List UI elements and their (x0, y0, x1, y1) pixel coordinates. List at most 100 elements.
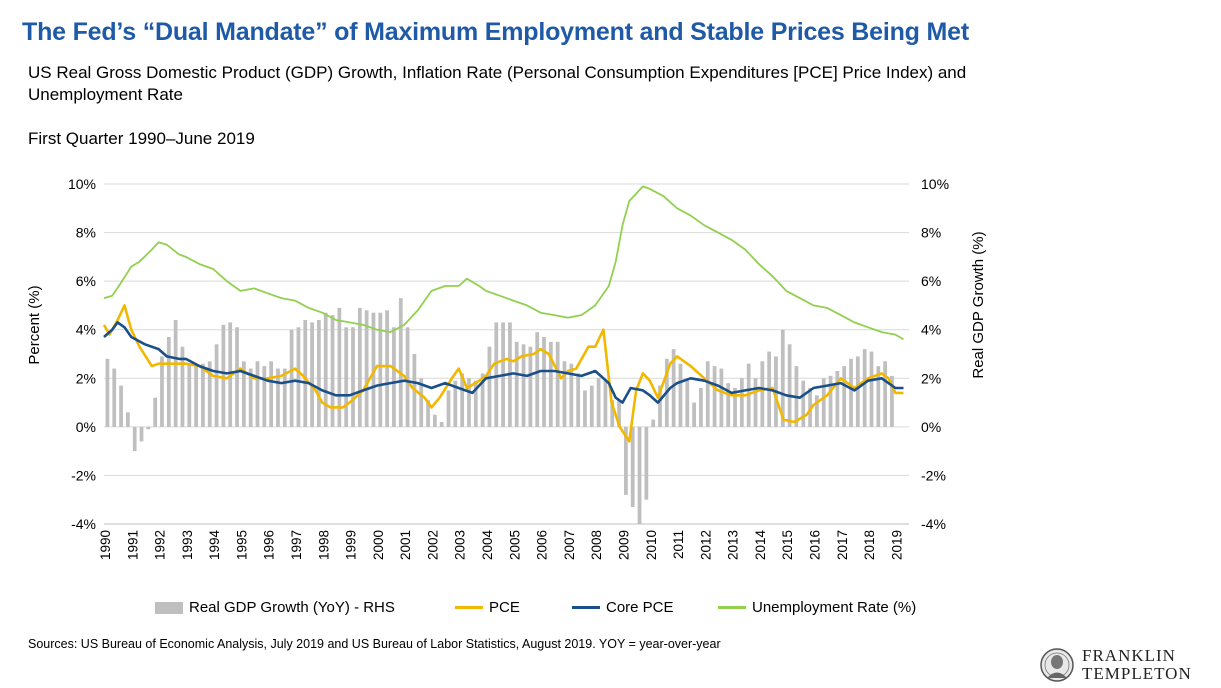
x-tick-label: 2004 (480, 530, 495, 561)
legend-swatch-pce (455, 606, 483, 609)
gdp-bar (119, 385, 123, 427)
gdp-bar (405, 327, 410, 427)
x-tick-label: 2009 (617, 530, 632, 560)
gdp-bar (214, 344, 219, 427)
legend-swatch-gdp (155, 601, 183, 614)
y-tick-label-left: 6% (76, 273, 96, 289)
gdp-bar (842, 366, 847, 427)
gdp-bar (112, 368, 117, 427)
gdp-bar (692, 402, 696, 427)
x-tick-label: 1993 (180, 530, 195, 560)
gdp-bar (453, 380, 458, 427)
gdp-bar (760, 361, 765, 427)
gdp-bar (576, 373, 581, 427)
gdp-bar (542, 337, 546, 427)
y-tick-label-left: 8% (76, 225, 96, 241)
gdp-bar (153, 397, 158, 427)
gdp-bar (862, 349, 867, 427)
x-tick-label: 2019 (889, 530, 904, 560)
gdp-bar (392, 327, 396, 427)
source-note: Sources: US Bureau of Economic Analysis,… (28, 637, 721, 651)
gdp-bar (610, 400, 615, 427)
chart-period: First Quarter 1990–June 2019 (28, 129, 255, 148)
gdp-bar (289, 329, 294, 427)
gdp-bar (480, 373, 485, 427)
gdp-bar (562, 361, 567, 427)
gdp-bar (385, 310, 389, 427)
y-tick-label-right: -4% (921, 516, 946, 532)
gdp-bar (815, 395, 819, 427)
x-tick-label: 1992 (153, 530, 168, 560)
franklin-portrait-icon (1040, 648, 1074, 682)
gdp-bar (378, 312, 383, 427)
x-tick-label: 1999 (344, 530, 359, 560)
gdp-bar (528, 346, 533, 427)
gdp-bar (317, 320, 321, 427)
gdp-bar (699, 388, 703, 427)
gdp-bar (398, 298, 403, 427)
franklin-templeton-logo: FRANKLIN TEMPLETON (1040, 647, 1192, 683)
x-tick-label: 1995 (234, 530, 249, 560)
gdp-bar (733, 388, 737, 427)
legend-item-core-pce: Core PCE (572, 599, 674, 616)
gdp-bar (535, 332, 540, 427)
y-axis-label-left: Percent (%) (26, 285, 43, 364)
gdp-bar (828, 375, 833, 427)
gdp-bar (351, 327, 355, 427)
y-tick-label-left: 4% (76, 322, 96, 338)
gdp-bar (132, 426, 137, 452)
gdp-bar (589, 385, 594, 427)
x-tick-label: 2011 (671, 530, 686, 559)
core-pce-line (103, 321, 904, 404)
gdp-bar (596, 378, 601, 427)
legend-label-unemployment: Unemployment Rate (%) (752, 599, 917, 616)
x-tick-label: 2018 (862, 530, 877, 560)
legend-label-gdp: Real GDP Growth (YoY) - RHS (189, 599, 395, 616)
unemployment-line (103, 185, 904, 341)
chart-legend: Real GDP Growth (YoY) - RHS PCE Core PCE… (0, 599, 1221, 619)
gdp-bar (330, 315, 335, 427)
legend-label-core-pce: Core PCE (606, 599, 674, 616)
gdp-bar (658, 385, 662, 427)
y-tick-label-right: 0% (921, 419, 941, 435)
gdp-bar (726, 383, 731, 427)
y-tick-label-right: -2% (921, 467, 946, 483)
gdp-bar (303, 320, 308, 427)
gdp-bar (432, 414, 437, 427)
chart-plot: -4% -4% -2% -2% 0% 0% 2% 2% 4% 4% 6% 6% 8% 8% 10% 10% 19… (26, 176, 987, 560)
gdp-bar (624, 426, 628, 495)
gdp-bar (487, 346, 492, 427)
legend-swatch-unemployment (718, 606, 746, 609)
gdp-bar (276, 368, 280, 427)
x-tick-label: 2010 (644, 530, 659, 560)
logo-line-1: FRANKLIN (1082, 646, 1176, 665)
logo-text: FRANKLIN TEMPLETON (1082, 647, 1192, 683)
gdp-bar (235, 327, 239, 427)
gdp-bar (521, 344, 526, 427)
gdp-bar (651, 419, 656, 427)
x-tick-label: 1998 (316, 530, 331, 560)
gdp-bar (194, 363, 198, 427)
gdp-bar (180, 346, 185, 427)
gdp-bar (753, 378, 758, 427)
gdp-bar (787, 344, 792, 427)
axes: -4% -4% -2% -2% 0% 0% 2% 2% 4% 4% 6% 6% 8% 8% 10% 10% 19… (68, 176, 949, 560)
gdp-bar (255, 361, 260, 427)
gdp-bar (419, 378, 424, 427)
x-tick-label: 1994 (207, 530, 222, 561)
gdp-bar (678, 363, 683, 427)
gdp-bar (603, 380, 608, 427)
x-tick-label: 1997 (289, 530, 304, 560)
gdp-bar (705, 361, 710, 427)
gdp-bar (569, 363, 574, 427)
x-tick-label: 2002 (426, 530, 441, 560)
gdp-bar (637, 426, 642, 524)
chart-subtitle: US Real Gross Domestic Product (GDP) Gro… (28, 63, 967, 104)
x-tick-label: 2005 (507, 530, 522, 560)
x-tick-label: 2012 (698, 530, 713, 560)
legend-item-unemployment: Unemployment Rate (%) (718, 599, 916, 616)
gdp-bar (187, 363, 192, 427)
x-tick-label: 1996 (262, 530, 277, 560)
gdp-bar (583, 390, 587, 427)
gdp-bar (337, 307, 342, 427)
